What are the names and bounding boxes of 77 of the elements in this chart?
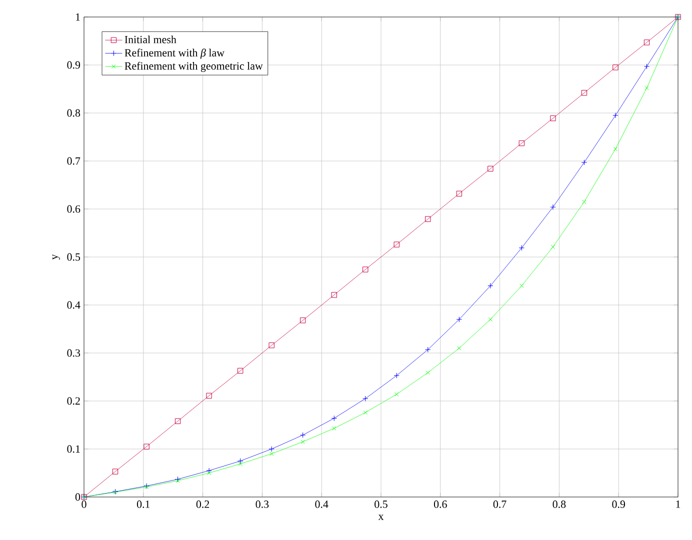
point xyxy=(206,392,212,399)
y-tick-label: 0.3 xyxy=(67,349,80,357)
point xyxy=(363,410,368,415)
point xyxy=(426,370,430,375)
x-tick-label: 0.9 xyxy=(612,500,626,508)
y-tick-label: 0 xyxy=(75,493,80,501)
point xyxy=(331,292,337,298)
point xyxy=(206,468,212,474)
y-tick-label: 0.5 xyxy=(67,253,80,261)
x-tick-label: 1 xyxy=(676,500,680,508)
point xyxy=(362,266,368,272)
point xyxy=(425,346,431,352)
point xyxy=(362,396,368,402)
y-tick-label: 1 xyxy=(76,13,80,21)
x-tick-label: 0.2 xyxy=(196,500,210,508)
y-tick-label: 0.1 xyxy=(67,445,80,453)
x-tick-label: 0.4 xyxy=(315,500,328,508)
point xyxy=(644,64,650,70)
legend-label: Refinement with β law xyxy=(124,48,224,59)
point xyxy=(456,316,462,322)
point xyxy=(457,346,462,350)
point xyxy=(174,476,181,482)
point xyxy=(520,284,524,288)
x-tick-label: 0.6 xyxy=(434,500,447,508)
y-axis-title: y xyxy=(52,254,60,260)
x-tick-label: 0.3 xyxy=(256,500,269,508)
y-tick-label: 0.2 xyxy=(67,397,80,405)
point xyxy=(394,372,400,378)
point xyxy=(176,478,180,483)
point xyxy=(238,462,242,466)
point xyxy=(550,244,556,249)
point xyxy=(488,166,494,172)
legend-label: Refinement with geometric law xyxy=(124,62,263,72)
y-tick-label: 0.7 xyxy=(67,157,80,165)
point xyxy=(300,318,306,324)
y-tick-label: 0.4 xyxy=(67,301,80,309)
point xyxy=(331,415,337,422)
point xyxy=(518,140,525,146)
point xyxy=(394,392,399,396)
x-tick-label: 0.5 xyxy=(374,500,388,508)
point xyxy=(300,440,305,444)
point xyxy=(488,317,492,322)
y-tick-label: 0.9 xyxy=(67,61,80,69)
point xyxy=(644,40,650,46)
point xyxy=(644,86,649,90)
point xyxy=(270,452,274,456)
point xyxy=(238,458,244,464)
x-tick-label: 0.7 xyxy=(493,500,506,508)
x-tick-label: 0 xyxy=(82,500,86,508)
point xyxy=(206,470,212,476)
point xyxy=(300,432,306,438)
legend-label: Initial mesh xyxy=(124,36,176,44)
x-axis-title: x xyxy=(378,514,384,520)
point xyxy=(612,112,618,118)
point xyxy=(112,468,118,474)
point xyxy=(518,245,525,251)
point xyxy=(425,216,431,222)
point xyxy=(332,426,336,430)
point xyxy=(488,282,494,289)
point xyxy=(174,418,181,424)
point xyxy=(612,64,618,70)
point xyxy=(144,444,150,450)
y-tick-label: 0.6 xyxy=(67,205,80,213)
point xyxy=(582,200,586,204)
point xyxy=(550,204,556,210)
point xyxy=(456,190,462,196)
point xyxy=(394,242,400,248)
point xyxy=(238,368,244,374)
point xyxy=(581,160,588,166)
point xyxy=(268,446,274,452)
x-tick-label: 0.8 xyxy=(552,500,566,508)
point xyxy=(268,342,274,348)
point xyxy=(613,146,618,152)
y-tick-label: 0.8 xyxy=(67,109,80,117)
point xyxy=(550,115,556,122)
x-tick-label: 0.1 xyxy=(136,500,150,508)
point xyxy=(581,90,588,96)
